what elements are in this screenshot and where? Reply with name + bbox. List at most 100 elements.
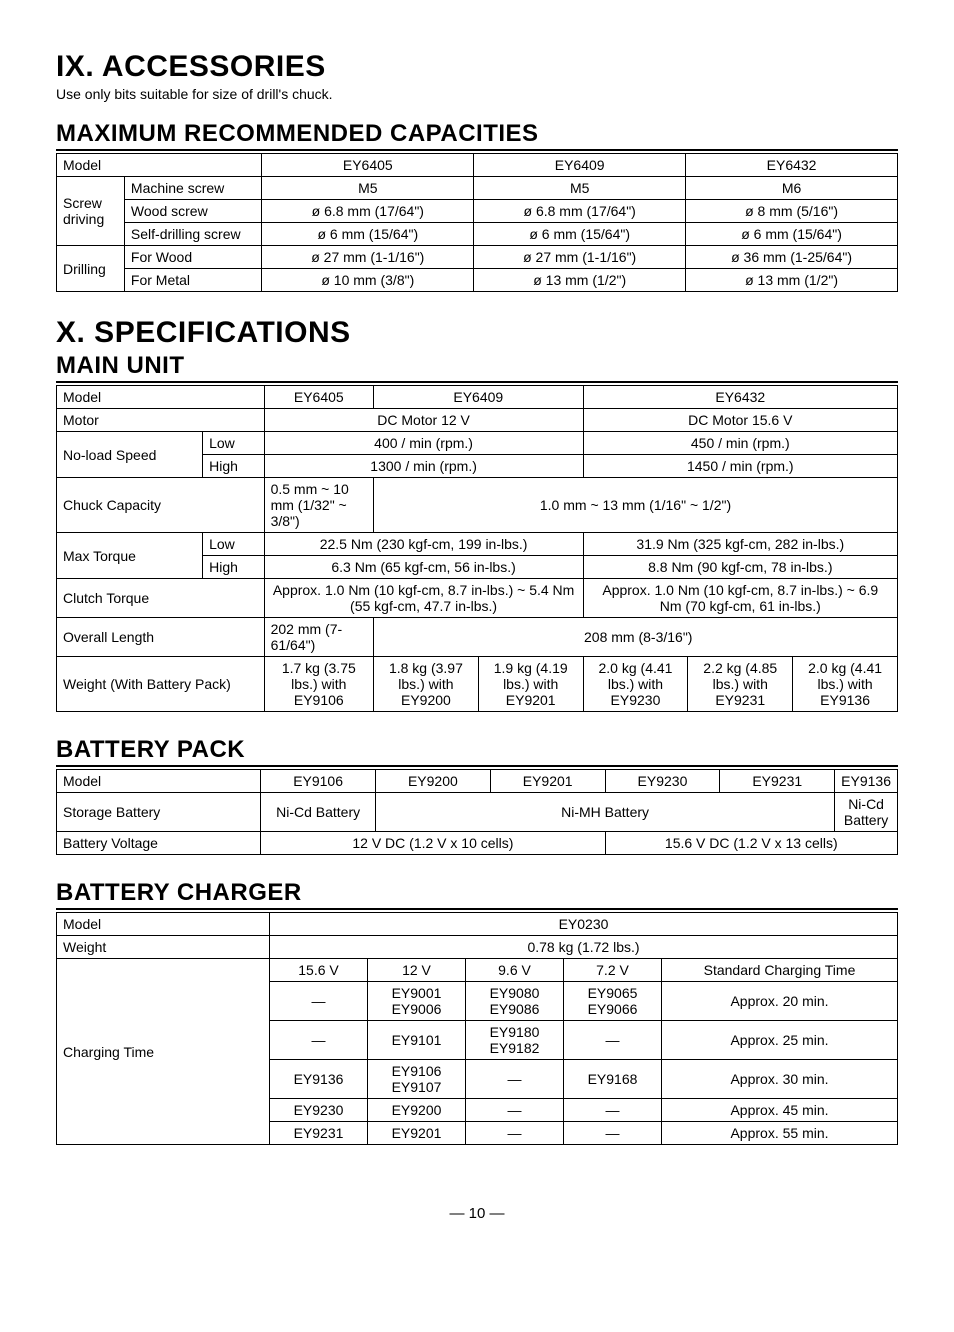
mu-chuck: 1.0 mm ~ 13 mm (1/16" ~ 1/2") <box>374 478 898 533</box>
mu-torque-label: Max Torque <box>57 533 203 579</box>
mu-model: EY6409 <box>374 386 584 409</box>
mu-speed-high: 1300 / min (rpm.) <box>264 455 583 478</box>
cell: — <box>466 1122 564 1145</box>
row-label: Machine screw <box>124 177 261 200</box>
cell: — <box>466 1060 564 1099</box>
bc-model: EY0230 <box>270 913 898 936</box>
max-capacities-table: Model EY6405 EY6409 EY6432 Screw driving… <box>56 153 898 292</box>
cell: EY9180 EY9182 <box>466 1021 564 1060</box>
cell: ø 27 mm (1-1/16") <box>262 246 474 269</box>
cell: Approx. 55 min. <box>662 1122 898 1145</box>
cell: Approx. 30 min. <box>662 1060 898 1099</box>
bc-col: Standard Charging Time <box>662 959 898 982</box>
mu-model: EY6432 <box>583 386 897 409</box>
cell: ø 6 mm (15/64") <box>686 223 898 246</box>
section-x-title: X. SPECIFICATIONS <box>56 316 898 350</box>
cell: ø 6.8 mm (17/64") <box>262 200 474 223</box>
battery-charger-table: Model EY0230 Weight 0.78 kg (1.72 lbs.) … <box>56 912 898 1145</box>
bp-storage: Ni-MH Battery <box>376 793 835 832</box>
group-drilling: Drilling <box>57 246 125 292</box>
bp-model: EY9231 <box>720 770 835 793</box>
mu-clutch-label: Clutch Torque <box>57 579 265 618</box>
row-label: Self-drilling screw <box>124 223 261 246</box>
max-capacities-title: MAXIMUM RECOMMENDED CAPACITIES <box>56 120 898 151</box>
bp-model: EY9136 <box>835 770 898 793</box>
cell: — <box>564 1122 662 1145</box>
mu-weight: 1.8 kg (3.97 lbs.) with EY9200 <box>374 657 479 712</box>
mu-low: Low <box>203 432 264 455</box>
mu-chuck-label: Chuck Capacity <box>57 478 265 533</box>
mu-speed-high: 1450 / min (rpm.) <box>583 455 897 478</box>
mu-weight: 1.7 kg (3.75 lbs.) with EY9106 <box>264 657 373 712</box>
mu-torque-high: 8.8 Nm (90 kgf-cm, 78 in-lbs.) <box>583 556 897 579</box>
bc-col: 7.2 V <box>564 959 662 982</box>
mu-clutch: Approx. 1.0 Nm (10 kgf-cm, 8.7 in-lbs.) … <box>583 579 897 618</box>
mu-weight-label: Weight (With Battery Pack) <box>57 657 265 712</box>
page-footer: — 10 — <box>56 1205 898 1222</box>
mu-low: Low <box>203 533 264 556</box>
mu-clutch: Approx. 1.0 Nm (10 kgf-cm, 8.7 in-lbs.) … <box>264 579 583 618</box>
bc-model-label: Model <box>57 913 270 936</box>
bp-voltage-label: Battery Voltage <box>57 832 261 855</box>
cell: ø 6 mm (15/64") <box>474 223 686 246</box>
cell: ø 36 mm (1-25/64") <box>686 246 898 269</box>
bc-col: 9.6 V <box>466 959 564 982</box>
section-ix-note: Use only bits suitable for size of drill… <box>56 86 898 102</box>
mu-speed-low: 450 / min (rpm.) <box>583 432 897 455</box>
bc-col: 12 V <box>368 959 466 982</box>
bp-storage: Ni-Cd Battery <box>835 793 898 832</box>
mu-motor-label: Motor <box>57 409 265 432</box>
mu-model: EY6405 <box>264 386 373 409</box>
cell: EY9001 EY9006 <box>368 982 466 1021</box>
bc-col: 15.6 V <box>270 959 368 982</box>
bp-model: EY9106 <box>261 770 376 793</box>
mu-speed-low: 400 / min (rpm.) <box>264 432 583 455</box>
cell: EY9065 EY9066 <box>564 982 662 1021</box>
group-screw-driving: Screw driving <box>57 177 125 246</box>
mu-weight: 2.0 kg (4.41 lbs.) with EY9230 <box>583 657 688 712</box>
cell: EY9168 <box>564 1060 662 1099</box>
mu-weight: 1.9 kg (4.19 lbs.) with EY9201 <box>478 657 583 712</box>
mu-weight: 2.0 kg (4.41 lbs.) with EY9136 <box>793 657 898 712</box>
cell: EY9200 <box>368 1099 466 1122</box>
section-ix-title: IX. ACCESSORIES <box>56 50 898 84</box>
cell: EY9201 <box>368 1122 466 1145</box>
bp-model: EY9200 <box>376 770 491 793</box>
cell: ø 6.8 mm (17/64") <box>474 200 686 223</box>
cell: — <box>466 1099 564 1122</box>
row-label: Wood screw <box>124 200 261 223</box>
cell: M5 <box>262 177 474 200</box>
cell: M6 <box>686 177 898 200</box>
cell: — <box>564 1021 662 1060</box>
bp-storage-label: Storage Battery <box>57 793 261 832</box>
cell: ø 27 mm (1-1/16") <box>474 246 686 269</box>
bp-storage: Ni-Cd Battery <box>261 793 376 832</box>
cell: — <box>270 982 368 1021</box>
bp-model: EY9230 <box>605 770 720 793</box>
cell: EY9230 <box>270 1099 368 1122</box>
cell: ø 10 mm (3/8") <box>262 269 474 292</box>
main-unit-title: MAIN UNIT <box>56 352 898 383</box>
bp-model: EY9201 <box>490 770 605 793</box>
mu-high: High <box>203 556 264 579</box>
mu-torque-low: 31.9 Nm (325 kgf-cm, 282 in-lbs.) <box>583 533 897 556</box>
row-label: For Metal <box>124 269 261 292</box>
bp-voltage: 15.6 V DC (1.2 V x 13 cells) <box>605 832 897 855</box>
mu-length-label: Overall Length <box>57 618 265 657</box>
header-ey6409: EY6409 <box>474 154 686 177</box>
mu-high: High <box>203 455 264 478</box>
battery-pack-title: BATTERY PACK <box>56 736 898 767</box>
cell: Approx. 20 min. <box>662 982 898 1021</box>
row-label: For Wood <box>124 246 261 269</box>
cell: ø 8 mm (5/16") <box>686 200 898 223</box>
bp-voltage: 12 V DC (1.2 V x 10 cells) <box>261 832 605 855</box>
bp-model-label: Model <box>57 770 261 793</box>
main-unit-table: Model EY6405 EY6409 EY6432 Motor DC Moto… <box>56 385 898 712</box>
cell: EY9101 <box>368 1021 466 1060</box>
cell: EY9106 EY9107 <box>368 1060 466 1099</box>
cell: ø 13 mm (1/2") <box>686 269 898 292</box>
header-model: Model <box>57 154 262 177</box>
cell: Approx. 25 min. <box>662 1021 898 1060</box>
bc-weight-label: Weight <box>57 936 270 959</box>
battery-pack-table: Model EY9106 EY9200 EY9201 EY9230 EY9231… <box>56 769 898 855</box>
